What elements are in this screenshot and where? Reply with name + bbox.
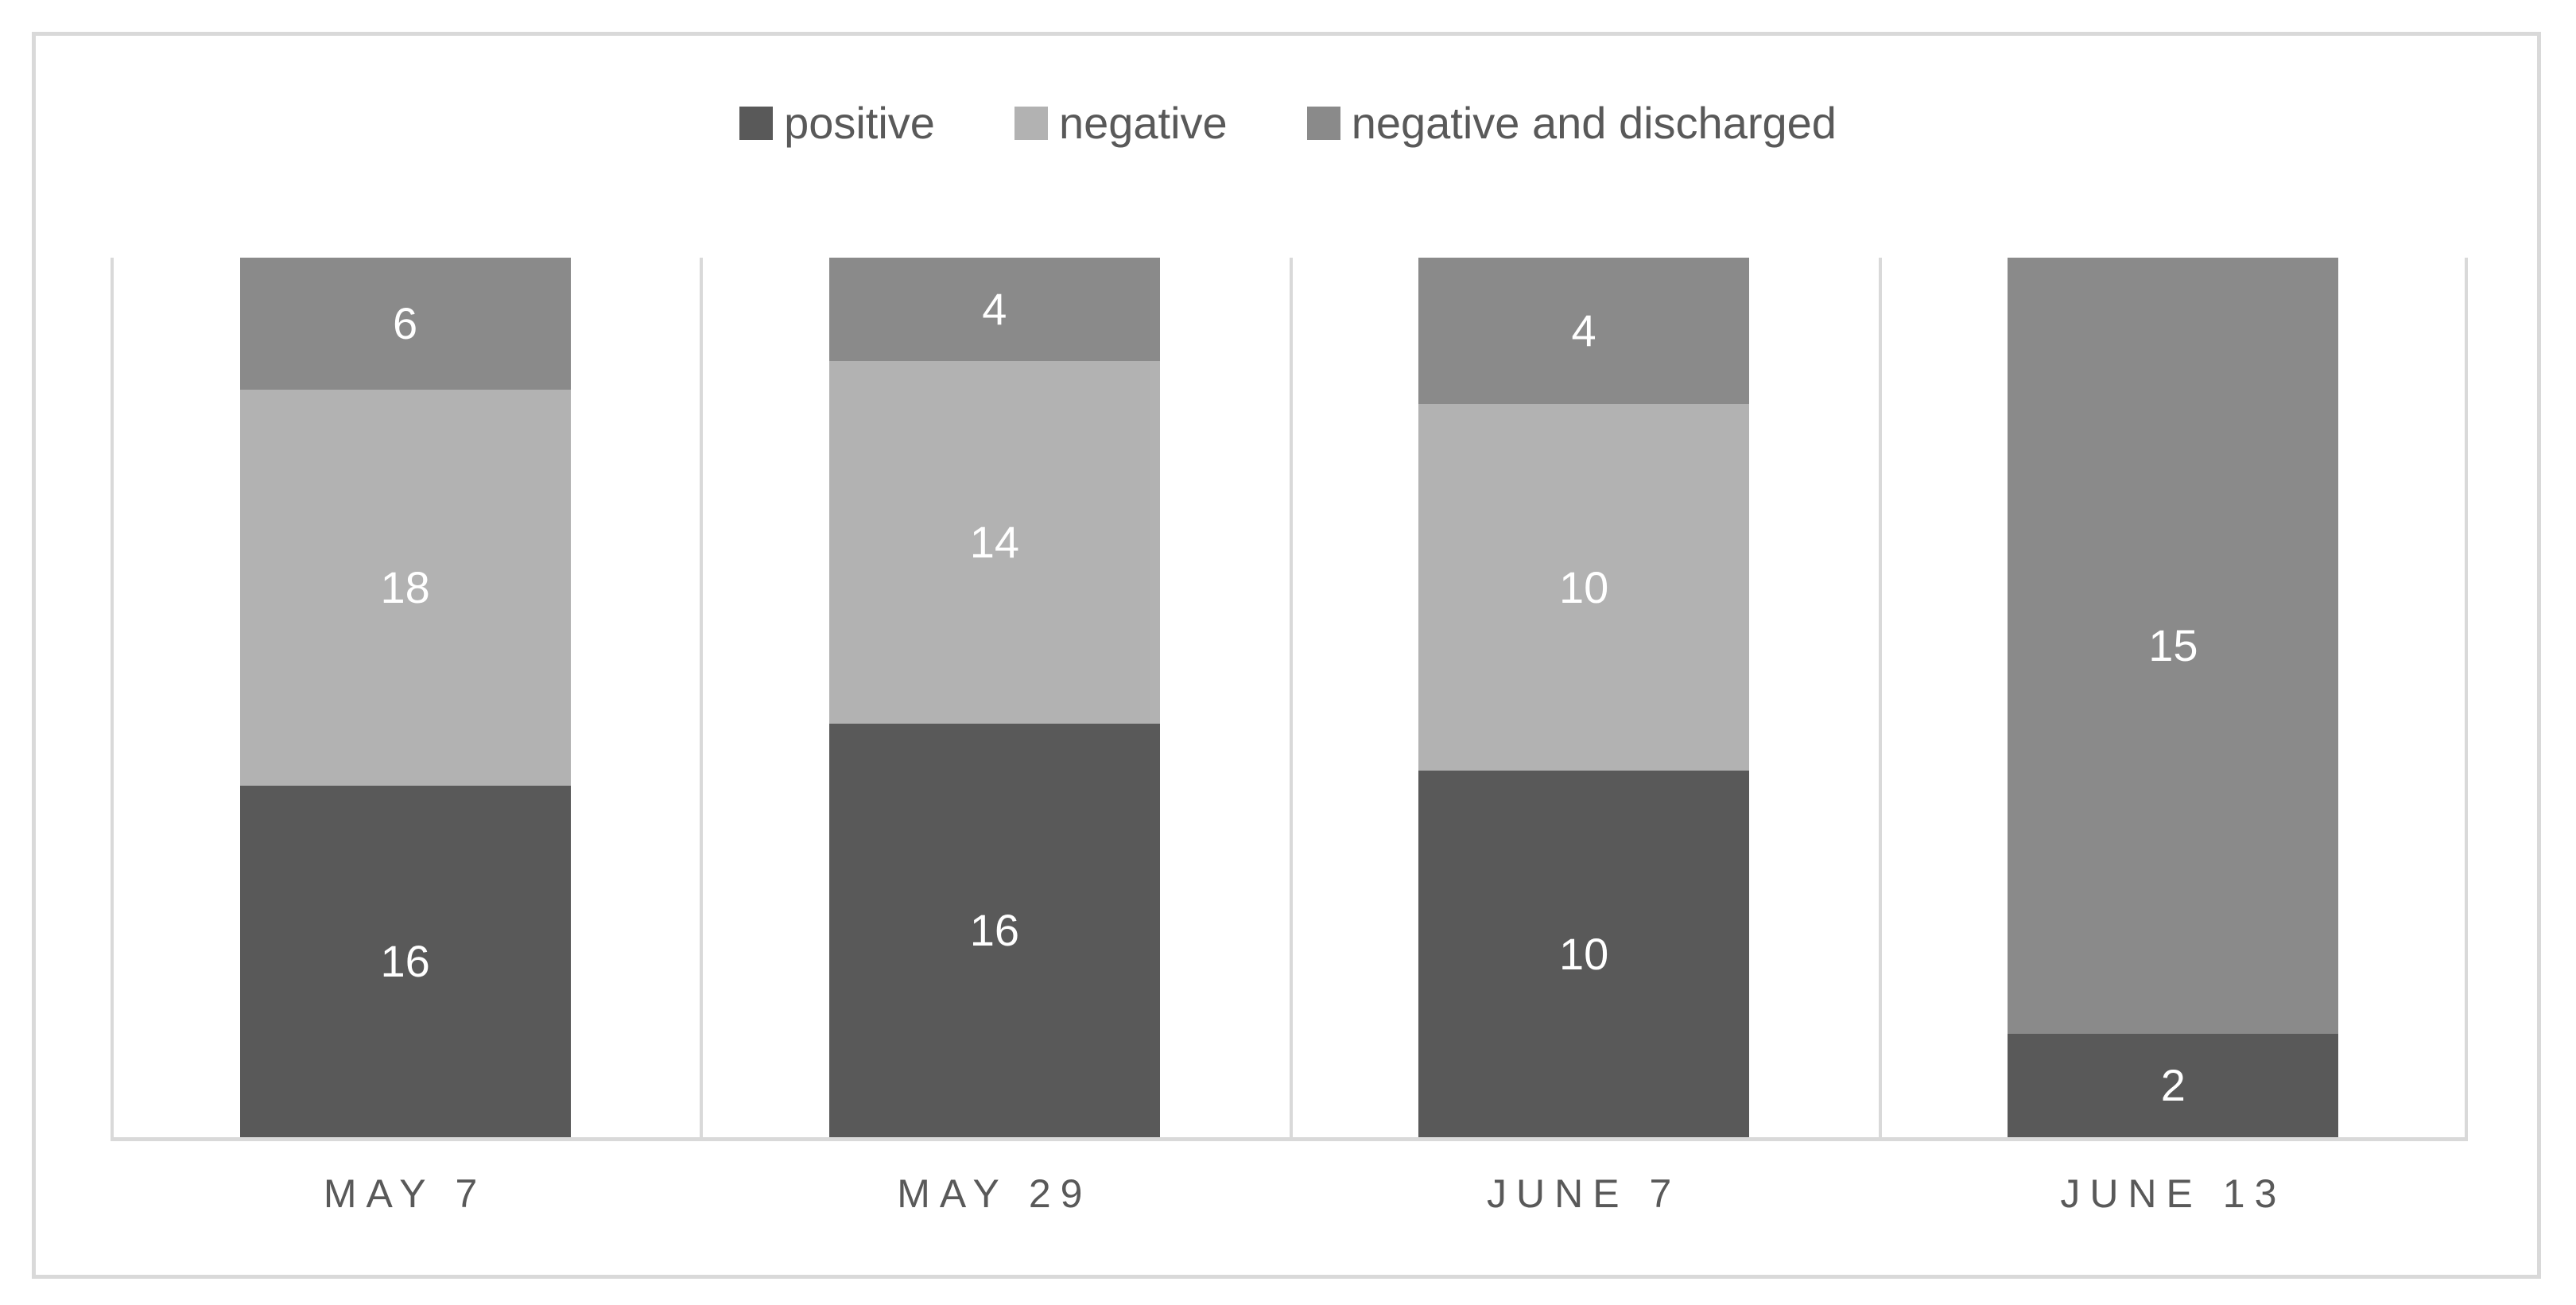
gridline [1878, 258, 1882, 1137]
bar-segment-positive: 2 [2008, 1033, 2339, 1137]
x-axis-label-june-13: JUNE 13 [2060, 1171, 2287, 1216]
bar-group-june-13: 2 15 [2008, 258, 2339, 1137]
bar-segment-negative: 18 [239, 389, 571, 786]
x-axis-label-may-29: MAY 29 [897, 1171, 1092, 1216]
bar-segment-negative-and-discharged: 6 [239, 258, 571, 390]
legend-label: positive [784, 98, 935, 148]
bar-segment-positive: 10 [1418, 771, 1750, 1137]
legend-swatch-icon [1306, 106, 1340, 140]
gridline [1289, 258, 1293, 1137]
gridline [700, 258, 704, 1137]
bar-group-june-7: 10 10 4 [1418, 258, 1750, 1137]
bar-segment-negative-and-discharged: 4 [828, 258, 1160, 362]
bar-data-label: 10 [1558, 561, 1609, 612]
legend-item-positive: positive [739, 97, 935, 149]
legend-label: negative [1058, 98, 1228, 148]
legend-item-negative: negative [1014, 97, 1228, 149]
bar-data-label: 4 [1571, 305, 1596, 356]
bar-data-label: 2 [2160, 1059, 2186, 1110]
bar-data-label: 6 [393, 297, 418, 348]
legend-swatch-icon [739, 106, 774, 140]
bar-group-may-29: 16 14 4 [828, 258, 1160, 1137]
bar-segment-positive: 16 [239, 785, 571, 1137]
x-axis-label-may-7: MAY 7 [323, 1171, 487, 1216]
legend-item-negative-and-discharged: negative and discharged [1306, 97, 1837, 149]
plot-area: 16 18 6 16 14 4 10 10 4 2 15 [111, 258, 2468, 1141]
legend-swatch-icon [1014, 106, 1048, 140]
bar-segment-positive: 16 [828, 723, 1160, 1137]
chart-legend: positive negative negative and discharged [0, 97, 2576, 149]
bar-data-label: 4 [982, 284, 1007, 335]
legend-label: negative and discharged [1351, 98, 1837, 148]
bar-data-label: 14 [969, 516, 1020, 567]
bar-data-label: 16 [380, 935, 430, 986]
bar-data-label: 18 [380, 561, 430, 612]
x-axis-label-june-7: JUNE 7 [1486, 1171, 1682, 1216]
gridline [111, 258, 114, 1137]
bar-data-label: 15 [2148, 619, 2198, 670]
bar-data-label: 10 [1558, 928, 1609, 979]
gridline [2465, 258, 2468, 1137]
x-axis: MAY 7 MAY 29 JUNE 7 JUNE 13 [111, 1171, 2468, 1217]
bar-segment-negative: 10 [1418, 404, 1750, 771]
bar-group-may-7: 16 18 6 [239, 258, 571, 1137]
bar-segment-negative-and-discharged: 4 [1418, 258, 1750, 405]
bar-segment-negative-and-discharged: 15 [2008, 258, 2339, 1034]
bar-segment-negative: 14 [828, 361, 1160, 724]
bar-data-label: 16 [969, 904, 1020, 955]
